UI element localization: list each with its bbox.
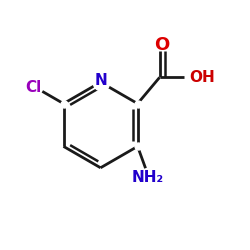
Text: N: N bbox=[94, 74, 107, 88]
Text: Cl: Cl bbox=[26, 80, 42, 95]
Text: OH: OH bbox=[190, 70, 215, 85]
Text: O: O bbox=[154, 36, 170, 54]
Text: NH₂: NH₂ bbox=[132, 170, 164, 185]
